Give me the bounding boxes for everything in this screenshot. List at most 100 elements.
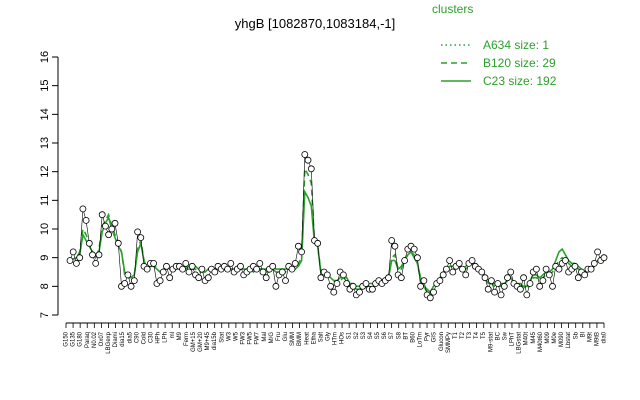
data-point — [574, 274, 582, 282]
x-tick-label: M09 — [545, 331, 551, 343]
x-tick-label: Glu — [283, 332, 289, 341]
data-point — [185, 268, 193, 276]
y-tick-label: 13 — [39, 137, 51, 149]
data-point — [449, 268, 457, 276]
data-point — [349, 282, 357, 290]
y-tick-label: 16 — [39, 51, 51, 63]
data-point — [304, 156, 312, 164]
x-tick-label: BC — [495, 331, 501, 340]
data-point — [545, 271, 553, 279]
data-point — [562, 257, 569, 264]
x-tick-label: LoTm — [418, 332, 424, 347]
x-tick-label: T1 — [453, 331, 459, 339]
data-point — [89, 251, 96, 259]
x-tick-label: dia5 — [127, 331, 133, 343]
x-tick-label: dia15 — [120, 331, 126, 346]
y-tick-label: 7 — [39, 312, 51, 318]
data-point — [307, 165, 315, 173]
data-point — [594, 248, 601, 256]
data-point — [227, 259, 235, 267]
data-point — [526, 280, 534, 287]
x-tick-label: S7 — [389, 331, 395, 339]
data-point — [150, 259, 158, 267]
x-tick-label: Sb — [573, 331, 579, 339]
data-point — [413, 254, 421, 262]
legend: clusters A634 size: 1 B120 size: 29 C23 … — [432, 2, 557, 88]
y-tick-label: 11 — [39, 195, 51, 206]
x-tick-label: FW5 — [248, 331, 254, 344]
x-tick-label: Fru — [276, 332, 282, 341]
data-point — [294, 242, 302, 250]
x-tick-label: Paraq — [85, 332, 91, 348]
data-point — [79, 205, 87, 213]
x-tick-label: M45 — [531, 331, 537, 343]
legend-item-c23: C23 size: 192 — [483, 74, 557, 88]
y-tick-label: 9 — [39, 255, 51, 261]
y-tick-label: 10 — [39, 223, 51, 235]
data-point — [237, 262, 244, 270]
x-tick-label: SMM — [290, 332, 296, 346]
x-tick-label: M/G — [269, 332, 275, 344]
x-tick-label: M40t60 — [538, 331, 544, 352]
data-point — [198, 265, 206, 273]
data-point — [73, 259, 80, 267]
x-tick-label: ml — [170, 332, 176, 338]
legend-item-a634: A634 size: 1 — [483, 38, 549, 52]
data-point — [410, 245, 418, 253]
data-point — [137, 234, 145, 242]
x-tick-label: G150 — [64, 331, 70, 346]
y-tick-label: 8 — [39, 283, 51, 289]
data-point — [108, 225, 116, 233]
x-tick-label: W5 — [233, 331, 239, 341]
data-point — [76, 254, 84, 262]
x-tick-label: Mal — [262, 332, 268, 342]
x-tick-label: N0.02 — [92, 331, 98, 348]
data-point — [156, 277, 164, 285]
data-point — [111, 219, 119, 227]
data-point — [317, 274, 325, 282]
data-point — [542, 265, 550, 273]
data-point — [269, 262, 277, 270]
x-tick-label: BT — [403, 332, 409, 340]
data-point — [256, 259, 264, 267]
data-point — [462, 271, 470, 279]
data-point — [204, 274, 212, 282]
data-point — [549, 282, 556, 290]
data-point — [127, 282, 135, 290]
x-tick-label: S6 — [382, 331, 388, 339]
data-point — [339, 271, 347, 279]
legend-title: clusters — [432, 2, 473, 16]
data-point — [487, 277, 495, 285]
x-tick-label: M9-stat — [488, 332, 494, 352]
data-point — [484, 285, 492, 293]
data-point — [278, 268, 286, 276]
data-point — [391, 242, 399, 250]
data-point — [327, 282, 335, 290]
data-point — [114, 239, 122, 247]
x-tick-label: T4 — [474, 331, 480, 339]
x-tick-label: T5 — [481, 331, 487, 339]
data-point — [442, 265, 450, 273]
x-tick-label: Stat — [219, 332, 225, 343]
data-point — [504, 274, 511, 282]
x-tick-label: Ox07 — [99, 331, 105, 346]
data-point — [159, 268, 167, 276]
data-point — [134, 228, 142, 236]
data-point — [468, 257, 476, 264]
data-point — [581, 271, 589, 279]
x-tick-label: GM+20 — [198, 331, 204, 352]
data-point — [356, 288, 363, 296]
x-tick-label: LPhT — [510, 332, 516, 347]
x-tick-label: Etha — [311, 331, 317, 344]
data-point — [224, 265, 232, 273]
data-point — [343, 280, 351, 287]
x-tick-label: Lbstat — [566, 332, 572, 349]
data-point — [130, 277, 138, 285]
data-point — [555, 265, 563, 273]
x-tick-label: Gly — [325, 332, 331, 341]
data-point — [417, 282, 425, 290]
x-tick-label: B60 — [410, 331, 416, 342]
x-tick-label: Heat — [304, 332, 310, 345]
x-tick-label: S5 — [375, 331, 381, 339]
x-tick-label: LBGexp — [106, 331, 112, 353]
